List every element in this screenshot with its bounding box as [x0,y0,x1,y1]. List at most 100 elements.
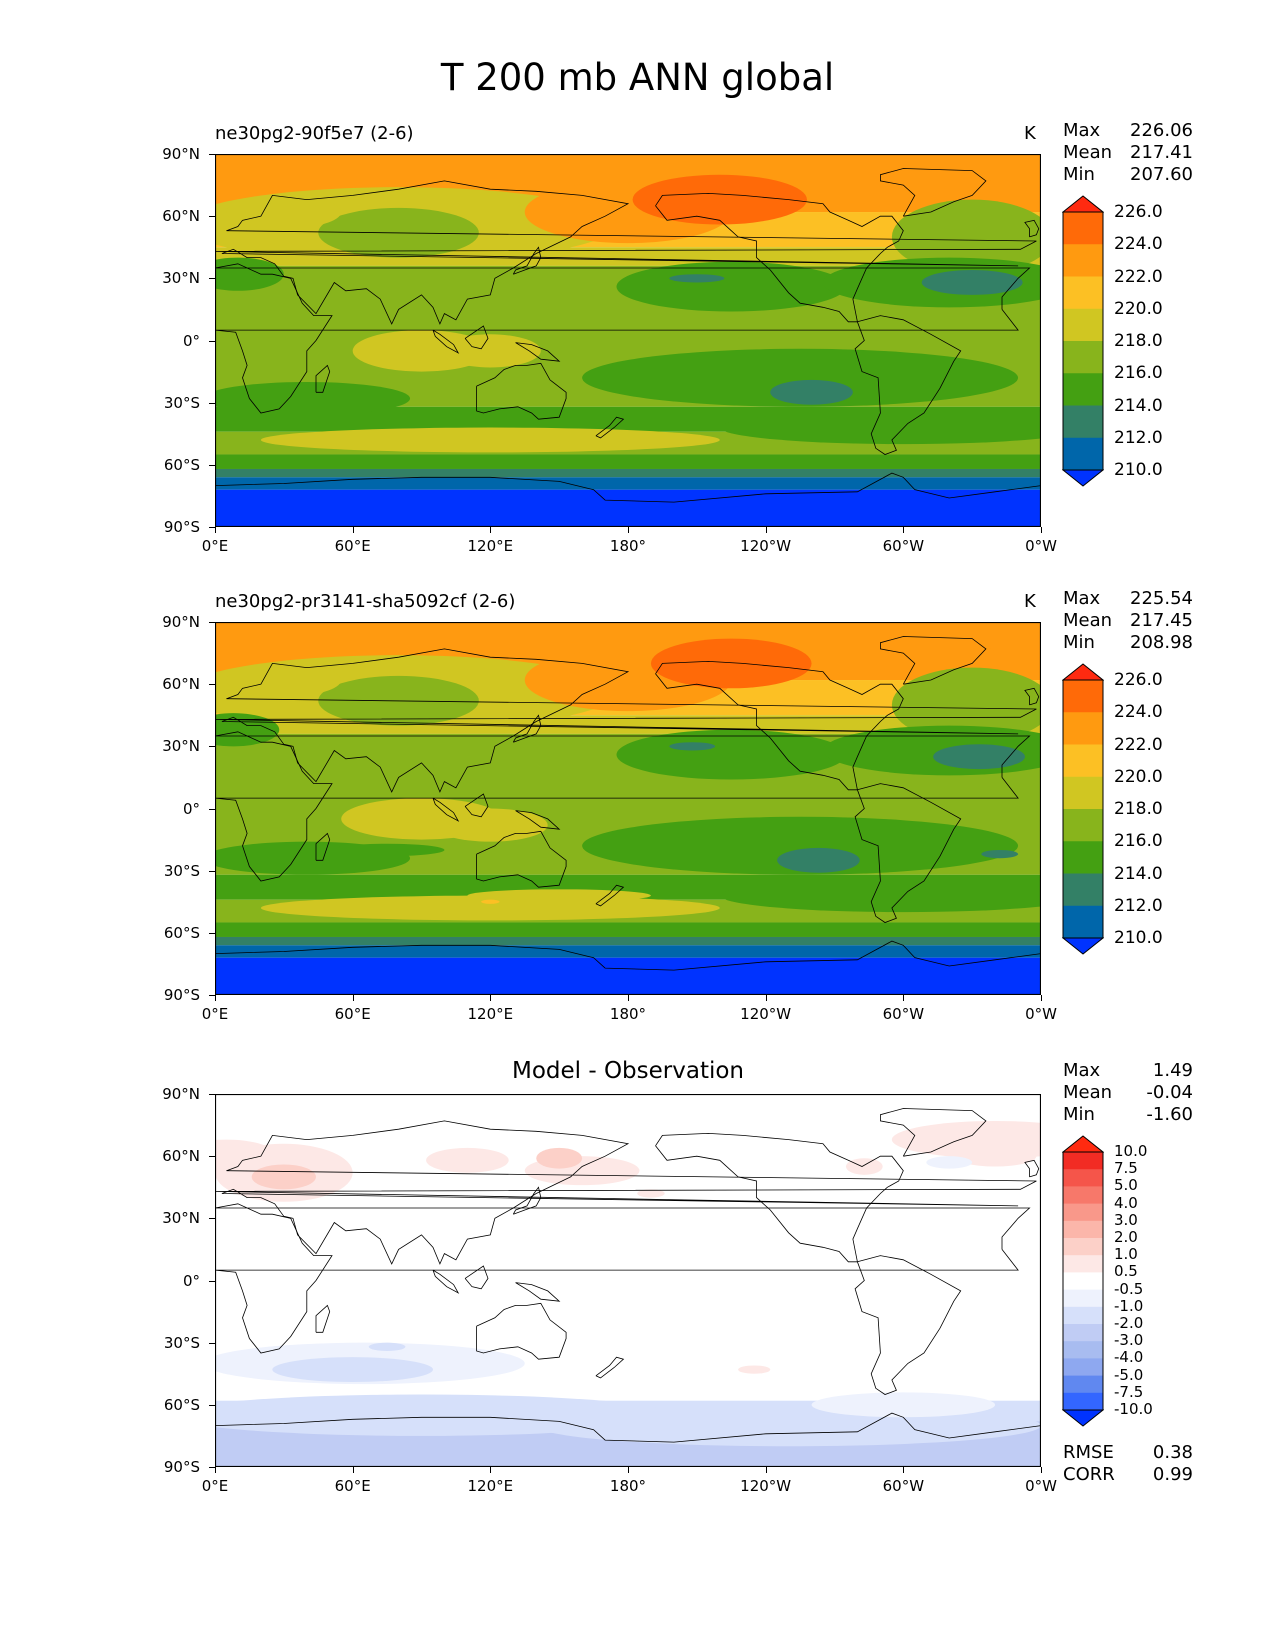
colorbar-svg [1062,1135,1104,1427]
y-tick-label: 60°S [163,455,200,474]
units-label: K [1024,591,1036,612]
y-tick-label: 90°S [163,518,200,536]
colorbar-label: 224.0 [1114,702,1163,723]
y-tick-label: 60°N [162,1147,200,1166]
y-tick-mark [209,1342,215,1344]
x-tick-label: 0°E [201,1005,229,1023]
x-tick-mark [765,1467,767,1473]
stat-label: Mean [1063,610,1113,631]
y-tick-mark [209,216,215,218]
x-tick-label: 0°E [201,1477,229,1495]
colorbar-label: -2.0 [1114,1314,1144,1332]
y-tick-label: 30°N [162,1209,200,1228]
y-tick-mark [209,154,215,155]
map-svg [215,154,1041,527]
x-tick-label: 0°W [1025,1005,1057,1023]
stat-value: 226.06 [1130,120,1193,141]
y-tick-label: 0° [182,799,200,818]
stat-label: Min [1063,164,1095,185]
y-tick-mark [209,1280,215,1282]
x-tick-mark [490,1467,492,1473]
x-tick-mark [628,527,629,533]
colorbar-label: -3.0 [1114,1331,1144,1350]
colorbar-label: 2.0 [1114,1228,1138,1246]
stat-value: -0.04 [1146,1082,1193,1103]
stat-min: Min 207.60 [1063,164,1193,186]
colorbar-label: 222.0 [1114,266,1163,287]
x-tick-label: 0°W [1025,1477,1057,1495]
y-tick-mark [209,1467,215,1468]
y-tick-label: 0° [182,331,200,350]
colorbar-svg [1062,663,1104,955]
colorbar-label: 7.5 [1114,1159,1138,1178]
x-tick-label: 60°E [334,1005,371,1023]
map-plot [215,622,1041,995]
x-tick-label: 180° [609,1477,647,1495]
x-tick-mark [903,995,905,1001]
y-tick-label: 60°N [162,675,200,694]
x-tick-mark [352,527,354,533]
stat-label: CORR [1063,1464,1115,1485]
colorbar-label: 212.0 [1114,895,1163,916]
stat-value: 207.60 [1130,164,1193,185]
x-tick-mark [215,1467,216,1473]
x-tick-label: 60°W [882,537,925,555]
stat-max: Max 226.06 [1063,120,1193,142]
x-tick-mark [352,1467,354,1473]
colorbar-label: 216.0 [1114,831,1163,852]
x-tick-label: 0°W [1025,537,1057,555]
colorbar-label: 226.0 [1114,202,1163,222]
y-tick-mark [209,870,215,872]
colorbar-label: 10.0 [1114,1142,1148,1160]
y-tick-label: 30°N [162,737,200,756]
y-tick-label: 30°S [163,1333,200,1352]
x-tick-label: 120°W [740,1005,792,1023]
colorbar-label: -10.0 [1114,1400,1153,1418]
y-tick-mark [209,995,215,996]
stat-value: 1.49 [1152,1060,1193,1081]
x-tick-label: 120°E [467,1477,514,1495]
y-tick-mark [209,1156,215,1158]
colorbar-label: 4.0 [1114,1193,1138,1212]
y-tick-mark [209,622,215,623]
x-tick-label: 180° [609,1005,647,1023]
colorbar-label: 218.0 [1114,799,1163,819]
x-tick-mark [628,1467,629,1473]
y-tick-label: 0° [182,1271,200,1290]
stat-label: Max [1063,1060,1101,1081]
stat-mean: Mean 217.41 [1063,142,1193,164]
y-tick-mark [209,464,215,466]
map-plot [215,1094,1041,1467]
x-tick-label: 120°E [467,1005,514,1023]
colorbar-label: 0.5 [1114,1262,1138,1281]
stat-value: 225.54 [1130,588,1193,609]
colorbar-label: -1.0 [1114,1296,1144,1315]
y-tick-mark [209,1094,215,1095]
y-tick-mark [209,1404,215,1406]
y-tick-label: 90°N [162,613,200,631]
x-tick-mark [628,995,629,1001]
stat-min: Min -1.60 [1063,1104,1193,1126]
stat-value: 217.45 [1130,610,1193,631]
stat-min: Min 208.98 [1063,632,1193,654]
x-tick-mark [352,995,354,1001]
stat-label: Min [1063,1104,1095,1125]
colorbar-label: 212.0 [1114,427,1163,448]
colorbar-label: 224.0 [1114,234,1163,255]
stat-label: Mean [1063,142,1113,163]
y-tick-label: 30°N [162,269,200,288]
panel-title: Model - Observation [511,1058,745,1084]
colorbar-svg [1062,195,1104,487]
stat-value: 0.99 [1152,1464,1193,1485]
y-tick-label: 30°S [163,861,200,880]
y-tick-mark [209,932,215,934]
y-tick-label: 90°S [163,986,200,1004]
panel-title: ne30pg2-pr3141-sha5092cf (2-6) [215,591,516,612]
map-panel: ne30pg2-pr3141-sha5092cf (2-6) K Max 225.54… [0,588,1275,1038]
stat-label: RMSE [1063,1442,1114,1463]
stat-label: Max [1063,120,1101,141]
x-tick-label: 120°W [740,537,792,555]
colorbar-label: 218.0 [1114,331,1163,351]
y-tick-mark [209,402,215,404]
x-tick-label: 60°W [882,1477,925,1495]
